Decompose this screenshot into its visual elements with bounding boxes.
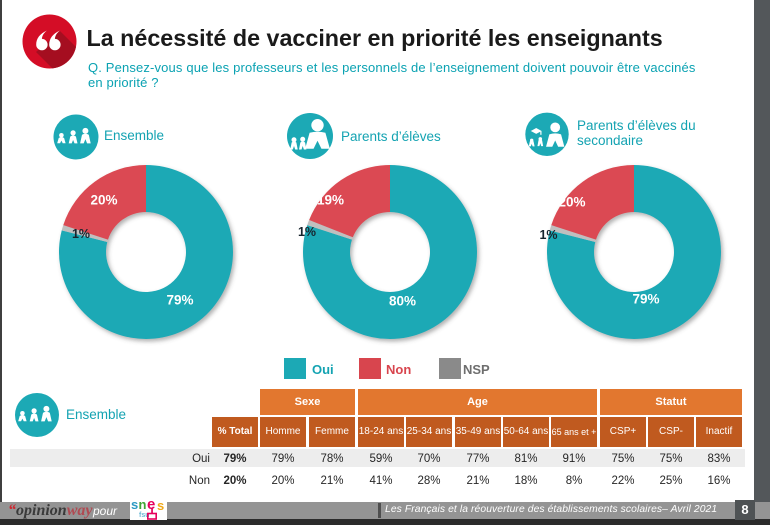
svg-text:s: s [157,498,164,513]
svg-text:s: s [131,497,138,512]
svg-text:e: e [147,496,155,513]
svg-text:n: n [139,497,147,512]
svg-text:fsu: fsu [139,512,150,519]
